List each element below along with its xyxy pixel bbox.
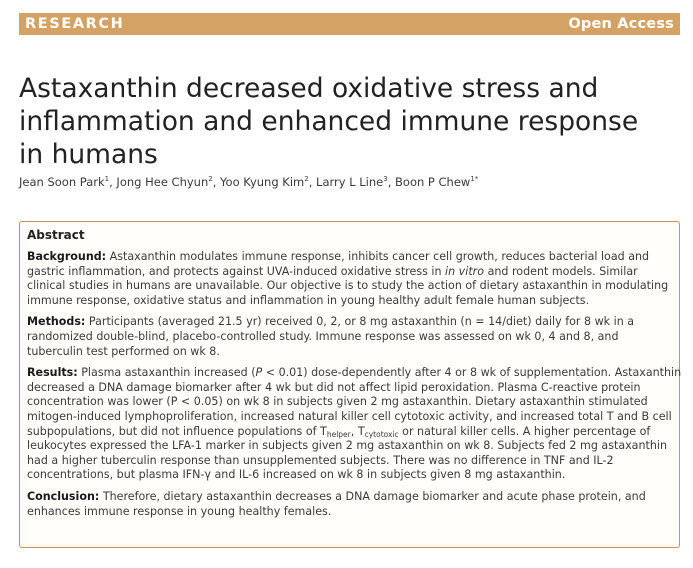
author-list: Jean Soon Park1, Jong Hee Chyun2, Yoo Ky… bbox=[19, 171, 679, 190]
abstract-results: Results: Plasma astaxanthin increased (P… bbox=[27, 366, 681, 483]
abstract-line: leukocytes expressed the LFA-1 marker in… bbox=[27, 439, 668, 453]
abstract-line: concentration was lower (P < 0.05) on wk… bbox=[27, 395, 648, 409]
results-label: Results: bbox=[27, 366, 78, 380]
abstract-line: immune response, oxidative status and in… bbox=[27, 293, 590, 307]
abstract-line: concentrations, but plasma IFN-γ and IL-… bbox=[27, 468, 566, 482]
section-label: RESEARCH bbox=[25, 16, 125, 32]
abstract-line: decreased a DNA damage biomarker after 4… bbox=[27, 380, 641, 394]
abstract-text: Plasma astaxanthin increased ( bbox=[77, 366, 256, 380]
author-separator: , bbox=[308, 174, 317, 189]
article-type-banner: RESEARCH Open Access bbox=[19, 13, 680, 35]
abstract-text: Astaxanthin modulates immune response, i… bbox=[106, 250, 650, 263]
author-name: Boon P Chew bbox=[395, 174, 471, 189]
author-affiliation: 3 bbox=[383, 175, 388, 183]
author-affiliation: 2 bbox=[208, 175, 213, 183]
abstract-body: Background: Astaxanthin modulates immune… bbox=[27, 250, 681, 519]
article-title: Astaxanthin decreased oxidative stress a… bbox=[19, 72, 679, 171]
abstract-line: randomized double-blind, placebo-control… bbox=[27, 329, 619, 343]
open-access-label: Open Access bbox=[568, 16, 674, 32]
abstract-line: clinical studies in humans are unavailab… bbox=[27, 279, 669, 293]
abstract-line: Conclusion: Therefore, dietary astaxanth… bbox=[27, 490, 672, 505]
abstract-line: tuberculin test performed on wk 8. bbox=[27, 344, 220, 358]
abstract-line: had a higher tuberculin response than un… bbox=[27, 453, 614, 467]
abstract-methods: Methods: Participants (averaged 21.5 yr)… bbox=[27, 315, 672, 359]
abstract-heading: Abstract bbox=[27, 228, 85, 242]
abstract-text: and rodent models. Similar bbox=[484, 264, 638, 278]
abstract-line: gastric inflammation, and protects again… bbox=[27, 265, 672, 280]
abstract-line: Background: Astaxanthin modulates immune… bbox=[27, 250, 672, 265]
abstract-background: Background: Astaxanthin modulates immune… bbox=[27, 250, 672, 308]
subscript: cytotoxic bbox=[364, 429, 399, 439]
author-name: Larry L Line bbox=[316, 174, 384, 189]
author-affiliation: 1 bbox=[104, 175, 110, 183]
abstract-text: or natural killer cells. A higher percen… bbox=[398, 424, 651, 438]
author-affiliation: 2 bbox=[304, 175, 309, 183]
abstract-line: subpopulations, but did not influence po… bbox=[27, 425, 672, 440]
subscript: helper bbox=[326, 429, 351, 439]
abstract-line: Methods: Participants (averaged 21.5 yr)… bbox=[27, 315, 672, 330]
abstract-text: Participants (averaged 21.5 yr) received… bbox=[85, 315, 635, 329]
abstract-text: < 0.01) dose-dependently after 4 or 8 wk… bbox=[262, 366, 682, 380]
abstract-text: gastric inflammation, and protects again… bbox=[27, 264, 446, 278]
author-separator: , bbox=[109, 174, 117, 189]
author-name: Jean Soon Park bbox=[19, 174, 105, 189]
author-name: Yoo Kyung Kim bbox=[220, 174, 305, 189]
title-line: inflammation and enhanced immune respons… bbox=[19, 105, 639, 137]
italic-term: in vitro bbox=[445, 264, 485, 278]
abstract-text: Therefore, dietary astaxanthin decreases… bbox=[99, 489, 646, 503]
abstract-line: mitogen-induced lymphoproliferation, inc… bbox=[27, 409, 672, 423]
methods-label: Methods: bbox=[27, 315, 86, 329]
abstract-line: enhances immune response in young health… bbox=[27, 504, 332, 518]
title-line: Astaxanthin decreased oxidative stress a… bbox=[19, 72, 599, 104]
title-line: in humans bbox=[19, 138, 158, 170]
italic-term: P bbox=[255, 366, 263, 380]
background-label: Background: bbox=[27, 250, 107, 263]
author-affiliation: 1* bbox=[470, 175, 479, 183]
abstract-conclusion: Conclusion: Therefore, dietary astaxanth… bbox=[27, 490, 672, 519]
abstract-box: Abstract Background: Astaxanthin modulat… bbox=[19, 221, 681, 548]
author-separator: , bbox=[387, 174, 396, 189]
conclusion-label: Conclusion: bbox=[27, 489, 100, 503]
abstract-text: , T bbox=[350, 424, 365, 438]
abstract-line: Results: Plasma astaxanthin increased (P… bbox=[27, 366, 681, 381]
author-separator: , bbox=[212, 174, 221, 189]
author-name: Jong Hee Chyun bbox=[116, 174, 209, 189]
abstract-text: subpopulations, but did not influence po… bbox=[27, 424, 327, 438]
